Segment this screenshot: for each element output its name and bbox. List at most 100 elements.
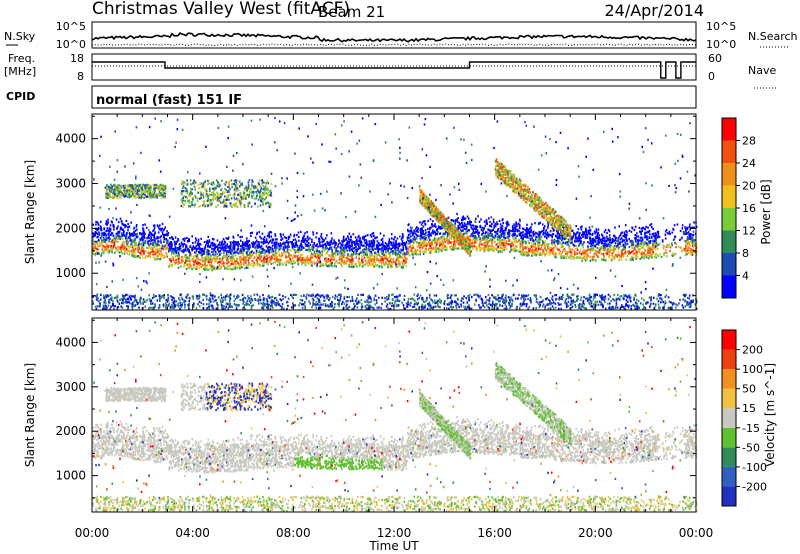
power-range-cell [187, 249, 189, 251]
power-range-cell [485, 232, 487, 234]
power-range-cell [123, 245, 125, 247]
power-range-cell [527, 246, 529, 248]
power-range-cell [142, 224, 144, 226]
power-range-cell [219, 261, 221, 263]
power-range-cell [316, 256, 318, 258]
power-range-cell [506, 248, 508, 250]
power-range-cell [250, 235, 252, 237]
power-range-cell [513, 223, 515, 225]
power-range-cell [105, 233, 107, 235]
power-range-cell [684, 226, 686, 228]
power-range-cell [160, 242, 162, 244]
power-range-cell [622, 239, 624, 241]
power-range-cell [198, 244, 200, 246]
power-range-cell [283, 251, 285, 253]
power-range-cell [207, 241, 209, 243]
power-range-cell [467, 216, 469, 218]
power-range-cell [351, 242, 353, 244]
power-range-cell [527, 251, 529, 253]
power-range-cell [425, 250, 427, 252]
power-range-cell [139, 248, 141, 250]
power-range-cell [501, 239, 503, 241]
power-range-cell [590, 256, 592, 258]
power-range-cell [457, 221, 459, 223]
power-range-cell [641, 233, 643, 235]
power-range-cell [185, 254, 187, 256]
power-range-cell [557, 248, 559, 250]
power-range-cell [417, 245, 419, 247]
power-panel: 1000200030004000 Slant Range [km] 481216… [23, 114, 773, 310]
power-range-cell [658, 233, 660, 235]
power-range-cell [341, 240, 343, 242]
beam-label: Beam 21 [318, 3, 385, 21]
power-range-cell [378, 242, 380, 244]
power-range-cell [99, 234, 101, 236]
power-range-cell [107, 221, 109, 223]
power-range-cell [254, 243, 256, 245]
power-range-cell [379, 255, 381, 257]
power-range-cell [227, 238, 229, 240]
power-range-cell [689, 244, 691, 246]
power-range-cell [240, 245, 242, 247]
power-range-cell [596, 231, 598, 233]
power-range-cell [186, 268, 188, 270]
power-range-cell [184, 237, 186, 239]
power-range-cell [412, 244, 414, 246]
power-range-cell [379, 248, 381, 250]
power-range-cell [364, 242, 366, 244]
power-range-cell [176, 255, 178, 257]
power-range-cell [487, 242, 489, 244]
power-range-cell [306, 241, 308, 243]
power-range-cell [436, 244, 438, 246]
power-range-cell [480, 218, 482, 220]
power-range-cell [130, 239, 132, 241]
power-range-cell [104, 227, 106, 229]
power-range-cell [534, 222, 536, 224]
power-range-cell [609, 234, 611, 236]
power-range-cell [189, 264, 191, 266]
power-range-cell [145, 250, 147, 252]
power-range-cell [222, 240, 224, 242]
power-range-cell [427, 228, 429, 230]
power-range-cell [236, 267, 238, 269]
power-range-cell [339, 256, 341, 258]
power-range-cell [405, 246, 407, 248]
power-range-cell [592, 249, 594, 251]
power-range-cell [531, 246, 533, 248]
power-range-cell [94, 235, 96, 237]
power-range-cell [188, 251, 190, 253]
power-range-cell [209, 260, 211, 262]
power-range-cell [98, 253, 100, 255]
power-range-cell [154, 239, 156, 241]
power-range-cell [395, 250, 397, 252]
power-range-cell [383, 235, 385, 237]
power-range-cell [124, 253, 126, 255]
power-range-cell [437, 231, 439, 233]
power-range-cell [134, 256, 136, 258]
power-range-cell [293, 255, 295, 257]
power-range-cell [186, 237, 188, 239]
power-range-cell [310, 254, 312, 256]
power-range-cell [472, 248, 474, 250]
power-range-cell [126, 220, 128, 222]
power-range-cell [336, 250, 338, 252]
power-range-cell [537, 238, 539, 240]
power-range-cell [393, 252, 395, 254]
power-range-cell [160, 239, 162, 241]
power-range-cell [603, 256, 605, 258]
power-range-cell [162, 223, 164, 225]
power-range-cell [528, 237, 530, 239]
power-range-cell [257, 262, 259, 264]
power-range-cell [281, 259, 283, 261]
power-range-cell [112, 241, 114, 243]
power-range-cell [429, 239, 431, 241]
power-range-cell [168, 250, 170, 252]
power-range-cell [612, 239, 614, 241]
power-range-cell [498, 250, 500, 252]
power-range-cell [546, 237, 548, 239]
power-range-cell [198, 259, 200, 261]
power-range-cell [117, 235, 119, 237]
power-range-cell [264, 263, 266, 265]
power-range-cell [522, 238, 524, 240]
power-range-cell [269, 246, 271, 248]
